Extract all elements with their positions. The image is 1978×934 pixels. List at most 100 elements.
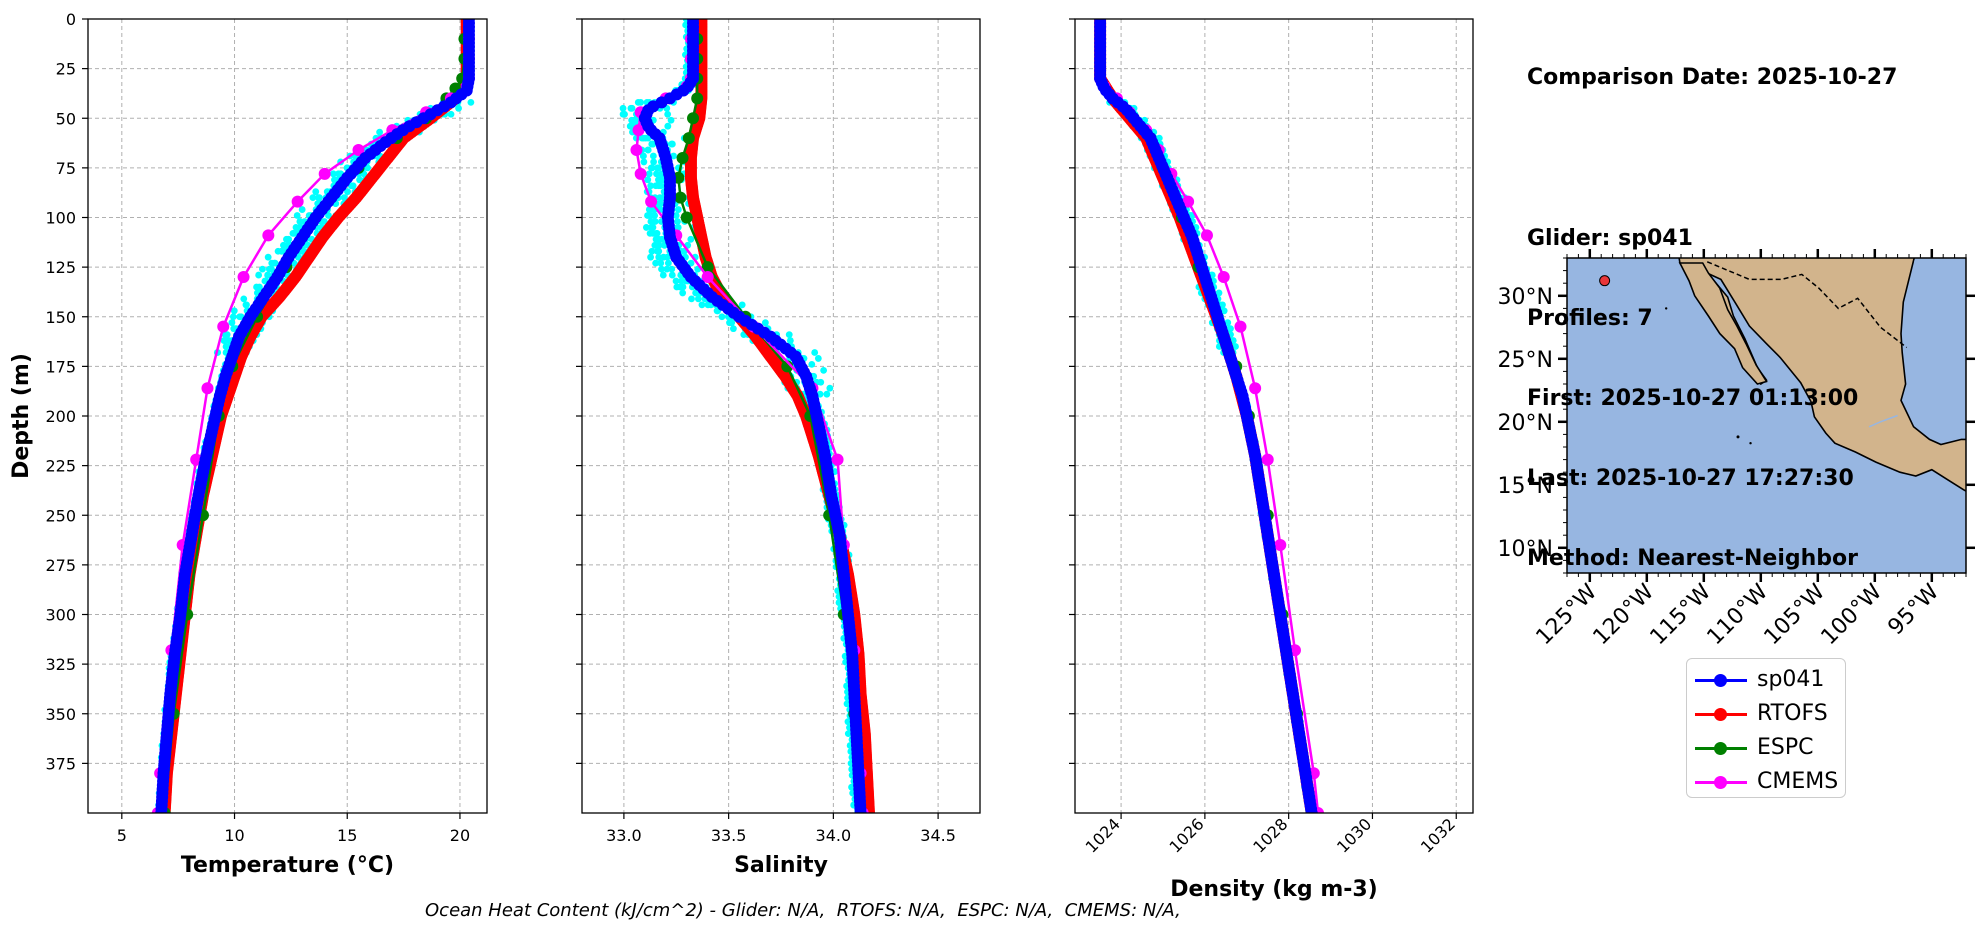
map-frame bbox=[1566, 257, 1967, 574]
island bbox=[1664, 307, 1668, 310]
glider-raw-point bbox=[264, 271, 272, 279]
glider-raw-point bbox=[718, 313, 726, 321]
glider-raw-point bbox=[814, 355, 822, 362]
glider-raw-point bbox=[826, 384, 834, 392]
glider-raw-point bbox=[808, 360, 816, 368]
glider-raw-point bbox=[648, 224, 655, 231]
data-point-cmems bbox=[318, 167, 331, 180]
glider-raw-point bbox=[293, 212, 301, 219]
panel-1: 0255075100125150175200225250275300325350… bbox=[45, 10, 488, 878]
series-sp041-2 bbox=[638, 19, 867, 813]
data-point-espc bbox=[676, 151, 689, 164]
glider-raw-point bbox=[660, 253, 667, 261]
island bbox=[1749, 442, 1752, 445]
glider-location-marker bbox=[1599, 275, 1611, 287]
y-tick-label: 25 bbox=[56, 60, 76, 79]
glider-raw-point bbox=[644, 176, 652, 184]
glider-raw-point bbox=[220, 337, 228, 344]
glider-raw-point bbox=[655, 164, 662, 172]
glider-raw-point bbox=[647, 253, 654, 261]
glider-raw-point bbox=[761, 319, 769, 327]
glider-raw-point bbox=[1224, 319, 1232, 327]
data-point-cmems bbox=[352, 144, 365, 157]
glider-raw-point bbox=[280, 241, 287, 249]
glider-raw-point bbox=[274, 247, 282, 255]
glider-raw-point bbox=[674, 206, 682, 213]
glider-raw-point bbox=[674, 224, 682, 231]
glider-raw-point bbox=[626, 122, 634, 130]
glider-raw-point bbox=[376, 128, 383, 136]
glider-raw-point bbox=[634, 98, 642, 106]
glider-raw-point bbox=[657, 259, 665, 267]
glider-raw-point bbox=[312, 188, 320, 196]
glider-raw-point bbox=[298, 206, 306, 213]
glider-raw-point bbox=[1220, 307, 1228, 315]
glider-raw-point bbox=[656, 194, 664, 202]
x-tick-label: 1032 bbox=[1417, 814, 1459, 856]
glider-raw-point bbox=[221, 331, 229, 339]
data-point-cmems bbox=[634, 167, 647, 180]
glider-raw-point bbox=[674, 218, 681, 225]
y-tick-label: 225 bbox=[45, 457, 76, 476]
x-tick-label: 10 bbox=[224, 826, 244, 845]
glider-raw-point bbox=[240, 295, 248, 303]
data-point-cmems bbox=[1200, 229, 1213, 242]
plot-area-1 bbox=[151, 19, 475, 813]
location-map: 125°W120°W115°W110°W105°W100°W95°W30°N25… bbox=[1498, 249, 1975, 650]
glider-raw-point bbox=[656, 182, 664, 190]
data-point-cmems bbox=[217, 320, 230, 333]
data-point-sp041 bbox=[155, 807, 168, 813]
glider-raw-point bbox=[688, 295, 695, 303]
glider-raw-point bbox=[628, 116, 636, 124]
data-point-cmems bbox=[1234, 320, 1247, 333]
glider-raw-point bbox=[664, 259, 672, 267]
glider-raw-point bbox=[667, 116, 675, 124]
glider-raw-point bbox=[785, 331, 793, 339]
y-tick-label: 0 bbox=[66, 10, 76, 29]
y-tick-label: 200 bbox=[45, 407, 76, 426]
glider-raw-point bbox=[639, 152, 647, 160]
glider-raw-point bbox=[844, 730, 852, 737]
glider-raw-point bbox=[659, 271, 667, 279]
glider-raw-point bbox=[679, 289, 687, 297]
land-group bbox=[1678, 258, 1966, 492]
y-tick-label: 100 bbox=[45, 209, 76, 228]
data-point-espc bbox=[701, 261, 714, 274]
glider-raw-point bbox=[648, 140, 656, 148]
glider-raw-point bbox=[230, 307, 238, 315]
glider-raw-point bbox=[664, 110, 672, 118]
y-tick-label: 250 bbox=[45, 506, 76, 525]
glider-raw-point bbox=[309, 194, 317, 202]
glider-raw-point bbox=[638, 134, 646, 142]
glider-raw-point bbox=[653, 170, 660, 178]
glider-raw-point bbox=[730, 325, 737, 333]
glider-raw-point bbox=[344, 188, 351, 196]
data-point-espc bbox=[682, 132, 695, 145]
y-tick-label: 75 bbox=[56, 159, 76, 178]
glider-raw-point bbox=[786, 337, 794, 344]
glider-raw-point bbox=[259, 265, 266, 273]
glider-raw-point bbox=[678, 277, 685, 285]
river bbox=[1914, 260, 1937, 297]
series-espc-1 bbox=[158, 19, 471, 813]
y-tick-label: 150 bbox=[45, 308, 76, 327]
glider-raw-point bbox=[652, 235, 660, 243]
glider-raw-point bbox=[296, 218, 304, 225]
glider-raw-point bbox=[726, 319, 733, 327]
x-tick-label: 1028 bbox=[1249, 814, 1291, 856]
glider-raw-point bbox=[820, 366, 828, 374]
glider-raw-point bbox=[668, 140, 676, 148]
x-axis-label: Salinity bbox=[734, 853, 828, 878]
glider-raw-point bbox=[679, 283, 687, 291]
glider-raw-point bbox=[694, 295, 702, 303]
x-tick-label: 33.5 bbox=[711, 826, 747, 845]
glider-raw-point bbox=[649, 229, 657, 237]
glider-raw-point bbox=[651, 212, 659, 219]
glider-raw-point bbox=[648, 218, 656, 225]
glider-raw-point bbox=[447, 110, 455, 118]
gulf-of-mexico bbox=[1900, 258, 1966, 446]
glider-raw-point bbox=[670, 152, 677, 160]
